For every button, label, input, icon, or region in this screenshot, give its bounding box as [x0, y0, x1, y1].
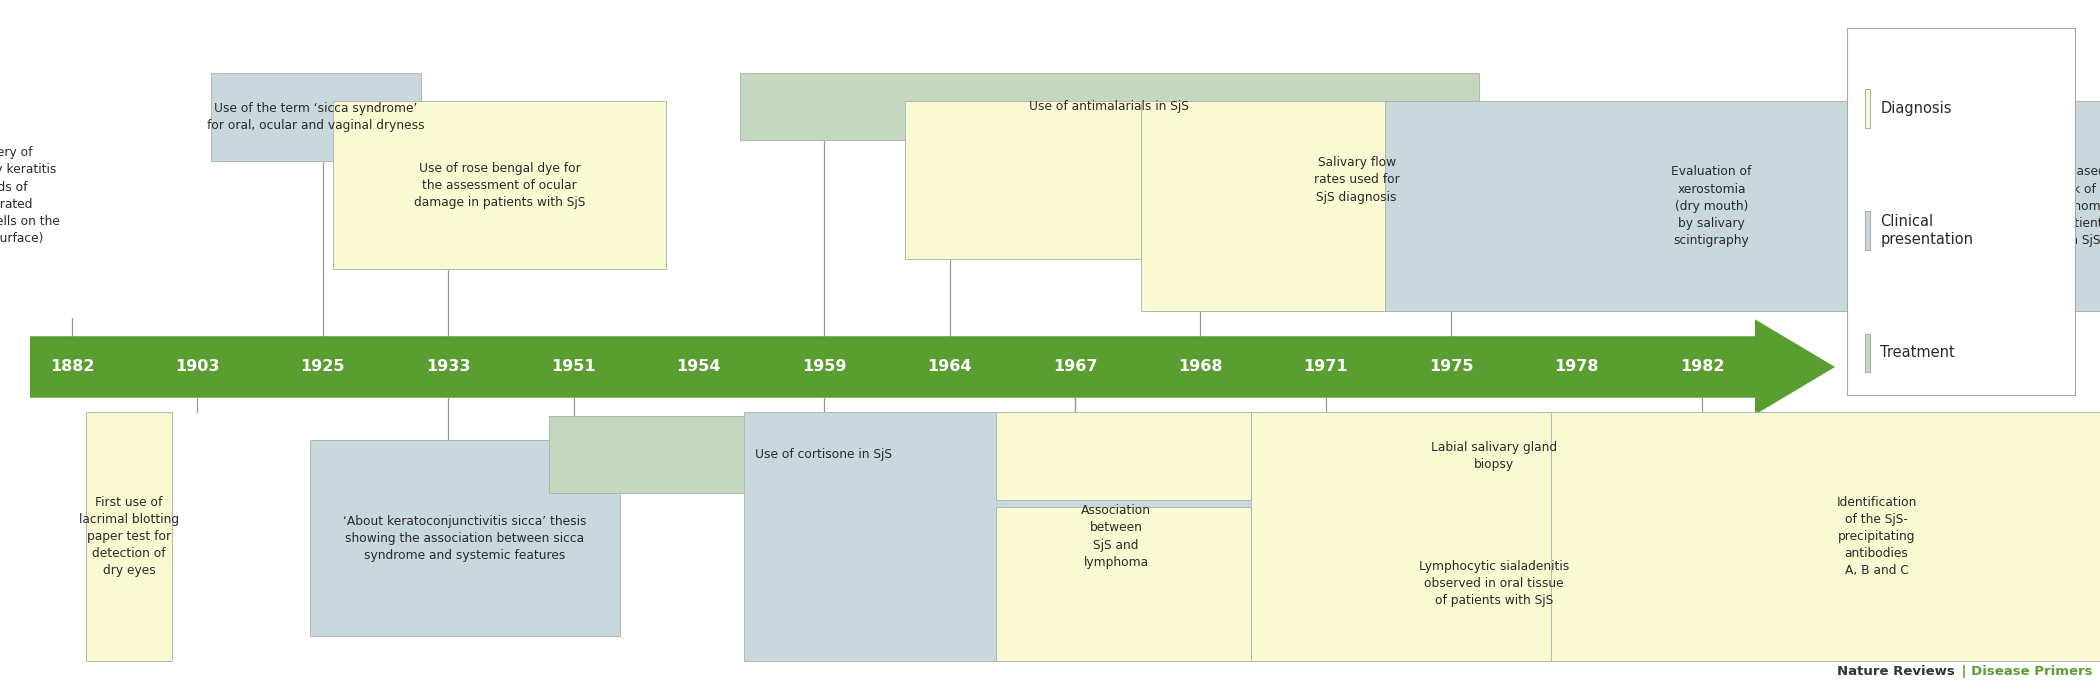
- FancyBboxPatch shape: [1865, 211, 1871, 250]
- FancyBboxPatch shape: [1252, 412, 2100, 661]
- Text: Treatment: Treatment: [1880, 345, 1955, 361]
- FancyBboxPatch shape: [995, 412, 1993, 500]
- FancyBboxPatch shape: [1140, 101, 2100, 311]
- Text: 1903: 1903: [174, 359, 220, 375]
- Text: Use of cortisone in SjS: Use of cortisone in SjS: [756, 448, 892, 461]
- Text: First use of
lacrimal blotting
paper test for
detection of
dry eyes: First use of lacrimal blotting paper tes…: [80, 496, 178, 577]
- FancyBboxPatch shape: [739, 73, 1478, 140]
- Text: Lymphocytic sialadenitis
observed in oral tissue
of patients with SjS: Lymphocytic sialadenitis observed in ora…: [1420, 560, 1569, 607]
- Text: 1951: 1951: [552, 359, 596, 375]
- Text: 1978: 1978: [1554, 359, 1598, 375]
- Text: 1933: 1933: [426, 359, 470, 375]
- FancyBboxPatch shape: [334, 101, 666, 269]
- Text: 1925: 1925: [300, 359, 344, 375]
- Text: 1968: 1968: [1178, 359, 1222, 375]
- Text: | Disease Primers: | Disease Primers: [1957, 665, 2092, 678]
- Text: Labial salivary gland
biopsy: Labial salivary gland biopsy: [1430, 441, 1556, 471]
- FancyBboxPatch shape: [743, 412, 1489, 661]
- FancyBboxPatch shape: [311, 440, 620, 636]
- Text: Clinical
presentation: Clinical presentation: [1880, 215, 1974, 247]
- Text: Use of antimalarials in SjS: Use of antimalarials in SjS: [1029, 100, 1189, 113]
- Text: Discovery of
filamentary keratitis
(strands of
degenerated
epithelial cells on t: Discovery of filamentary keratitis (stra…: [0, 146, 59, 245]
- Text: 1954: 1954: [676, 359, 720, 375]
- FancyBboxPatch shape: [995, 507, 1993, 661]
- FancyBboxPatch shape: [86, 412, 172, 661]
- FancyBboxPatch shape: [1384, 101, 2100, 311]
- FancyBboxPatch shape: [1865, 89, 1871, 127]
- Text: 1882: 1882: [50, 359, 94, 375]
- FancyBboxPatch shape: [210, 73, 420, 161]
- Text: 1971: 1971: [1304, 359, 1348, 375]
- FancyBboxPatch shape: [1552, 412, 2100, 661]
- FancyBboxPatch shape: [905, 101, 1808, 259]
- Text: Evaluation of
xerostomia
(dry mouth)
by salivary
scintigraphy: Evaluation of xerostomia (dry mouth) by …: [1672, 165, 1751, 247]
- Polygon shape: [29, 319, 1835, 415]
- Text: 1975: 1975: [1428, 359, 1474, 375]
- Text: 1982: 1982: [1680, 359, 1724, 375]
- Text: Increased
risk of
lymphoma
in patients
with SjS: Increased risk of lymphoma in patients w…: [2043, 165, 2100, 247]
- Text: Use of rose bengal dye for
the assessment of ocular
damage in patients with SjS: Use of rose bengal dye for the assessmen…: [414, 161, 586, 209]
- Text: Diagnosis: Diagnosis: [1880, 101, 1953, 116]
- FancyBboxPatch shape: [548, 416, 1098, 493]
- Text: 1967: 1967: [1052, 359, 1098, 375]
- Text: Identification
of the SjS-
precipitating
antibodies
A, B and C: Identification of the SjS- precipitating…: [1835, 496, 1917, 577]
- Text: 1959: 1959: [802, 359, 846, 375]
- Text: Salivary flow
rates used for
SjS diagnosis: Salivary flow rates used for SjS diagnos…: [1315, 157, 1399, 203]
- Text: 1964: 1964: [928, 359, 972, 375]
- Text: Use of the term ‘sicca syndrome’
for oral, ocular and vaginal dryness: Use of the term ‘sicca syndrome’ for ora…: [208, 102, 424, 132]
- Text: Association
between
SjS and
lymphoma: Association between SjS and lymphoma: [1082, 504, 1151, 569]
- FancyBboxPatch shape: [1848, 28, 2075, 395]
- Text: Nature Reviews: Nature Reviews: [1838, 665, 1955, 678]
- FancyBboxPatch shape: [1865, 333, 1871, 372]
- Text: ‘About keratoconjunctivitis sicca’ thesis
showing the association between sicca
: ‘About keratoconjunctivitis sicca’ thesi…: [342, 514, 586, 562]
